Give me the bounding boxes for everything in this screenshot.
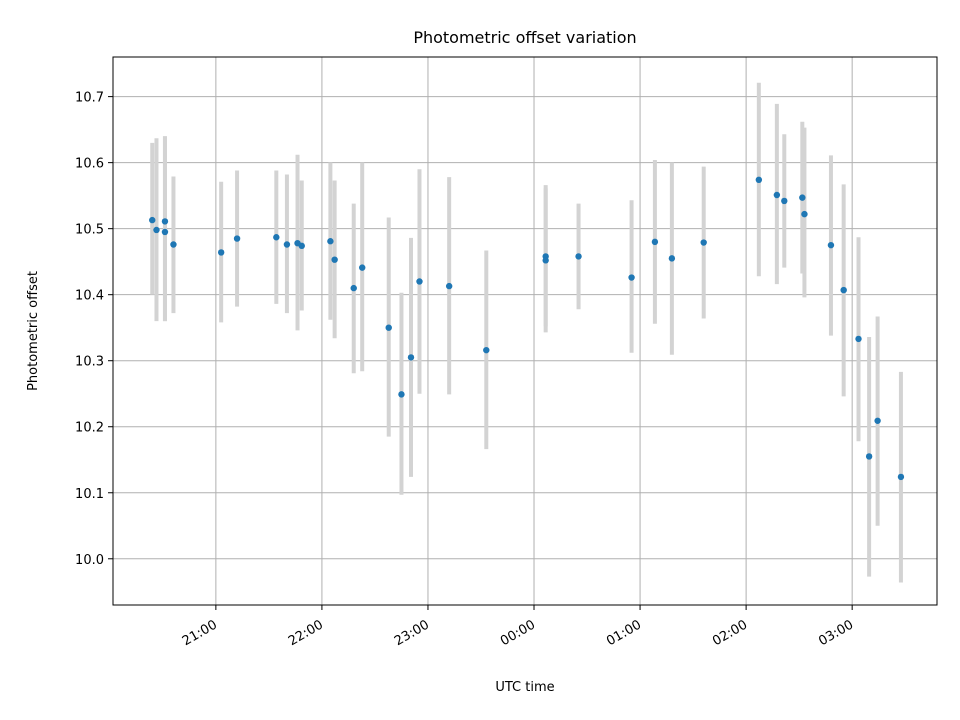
data-point	[801, 210, 808, 218]
data-point	[874, 417, 881, 424]
y-tick-label: 10.5	[75, 223, 104, 238]
data-point	[855, 335, 862, 343]
data-point	[865, 453, 873, 460]
x-axis-ticks: 21:00 22:00 23:00 00:00 01:00 02:00 03:00	[180, 605, 856, 649]
data-point	[350, 284, 357, 292]
y-tick-label: 10.7	[75, 91, 104, 106]
y-tick-label: 10.1	[75, 487, 104, 502]
x-tick-label: 01:00	[604, 617, 644, 649]
data-point	[170, 241, 177, 248]
data-point	[283, 241, 291, 248]
x-tick-label: 02:00	[710, 617, 750, 649]
plot-frame	[112, 56, 938, 606]
data-point	[542, 257, 549, 264]
data-point	[651, 238, 659, 246]
data-point	[700, 239, 707, 246]
y-tick-label: 10.0	[75, 553, 104, 568]
data-point	[799, 194, 806, 201]
data-point	[359, 264, 366, 271]
y-tick-label: 10.6	[75, 157, 104, 172]
error-bars	[150, 82, 903, 583]
data-point	[575, 253, 582, 260]
x-axis-label: UTC time	[495, 680, 554, 695]
x-tick-label: 21:00	[180, 617, 220, 649]
data-point	[755, 176, 763, 184]
y-tick-label: 10.3	[75, 355, 104, 370]
data-point	[668, 255, 676, 262]
x-tick-label: 22:00	[286, 617, 326, 649]
data-point	[773, 191, 781, 199]
data-point	[628, 274, 635, 281]
data-point	[385, 324, 392, 331]
data-point	[331, 256, 338, 263]
chart-title: Photometric offset variation	[413, 28, 636, 47]
data-point	[149, 216, 156, 224]
data-point	[897, 473, 905, 481]
data-point	[233, 235, 241, 242]
data-point	[217, 249, 225, 256]
data-point	[445, 282, 453, 290]
data-point	[483, 346, 490, 354]
data-point	[840, 286, 847, 294]
x-tick-label: 00:00	[498, 617, 538, 649]
data-point	[327, 238, 334, 245]
data-point	[416, 278, 423, 285]
data-point	[273, 234, 280, 241]
data-points	[149, 176, 905, 481]
y-axis-ticks: 10.0 10.1 10.2 10.3 10.4 10.5 10.6 10.7	[75, 91, 113, 568]
data-point	[153, 226, 160, 234]
x-tick-label: 03:00	[816, 617, 856, 649]
y-axis-label: Photometric offset	[26, 271, 41, 391]
data-point	[161, 218, 169, 225]
data-point	[161, 228, 169, 236]
grid	[113, 57, 937, 605]
data-point	[407, 354, 415, 361]
data-point	[781, 197, 788, 205]
data-point	[398, 391, 405, 398]
data-point	[298, 242, 305, 250]
y-tick-label: 10.2	[75, 421, 104, 436]
y-tick-label: 10.4	[75, 289, 104, 304]
data-point	[827, 241, 835, 249]
x-tick-label: 23:00	[392, 617, 432, 649]
